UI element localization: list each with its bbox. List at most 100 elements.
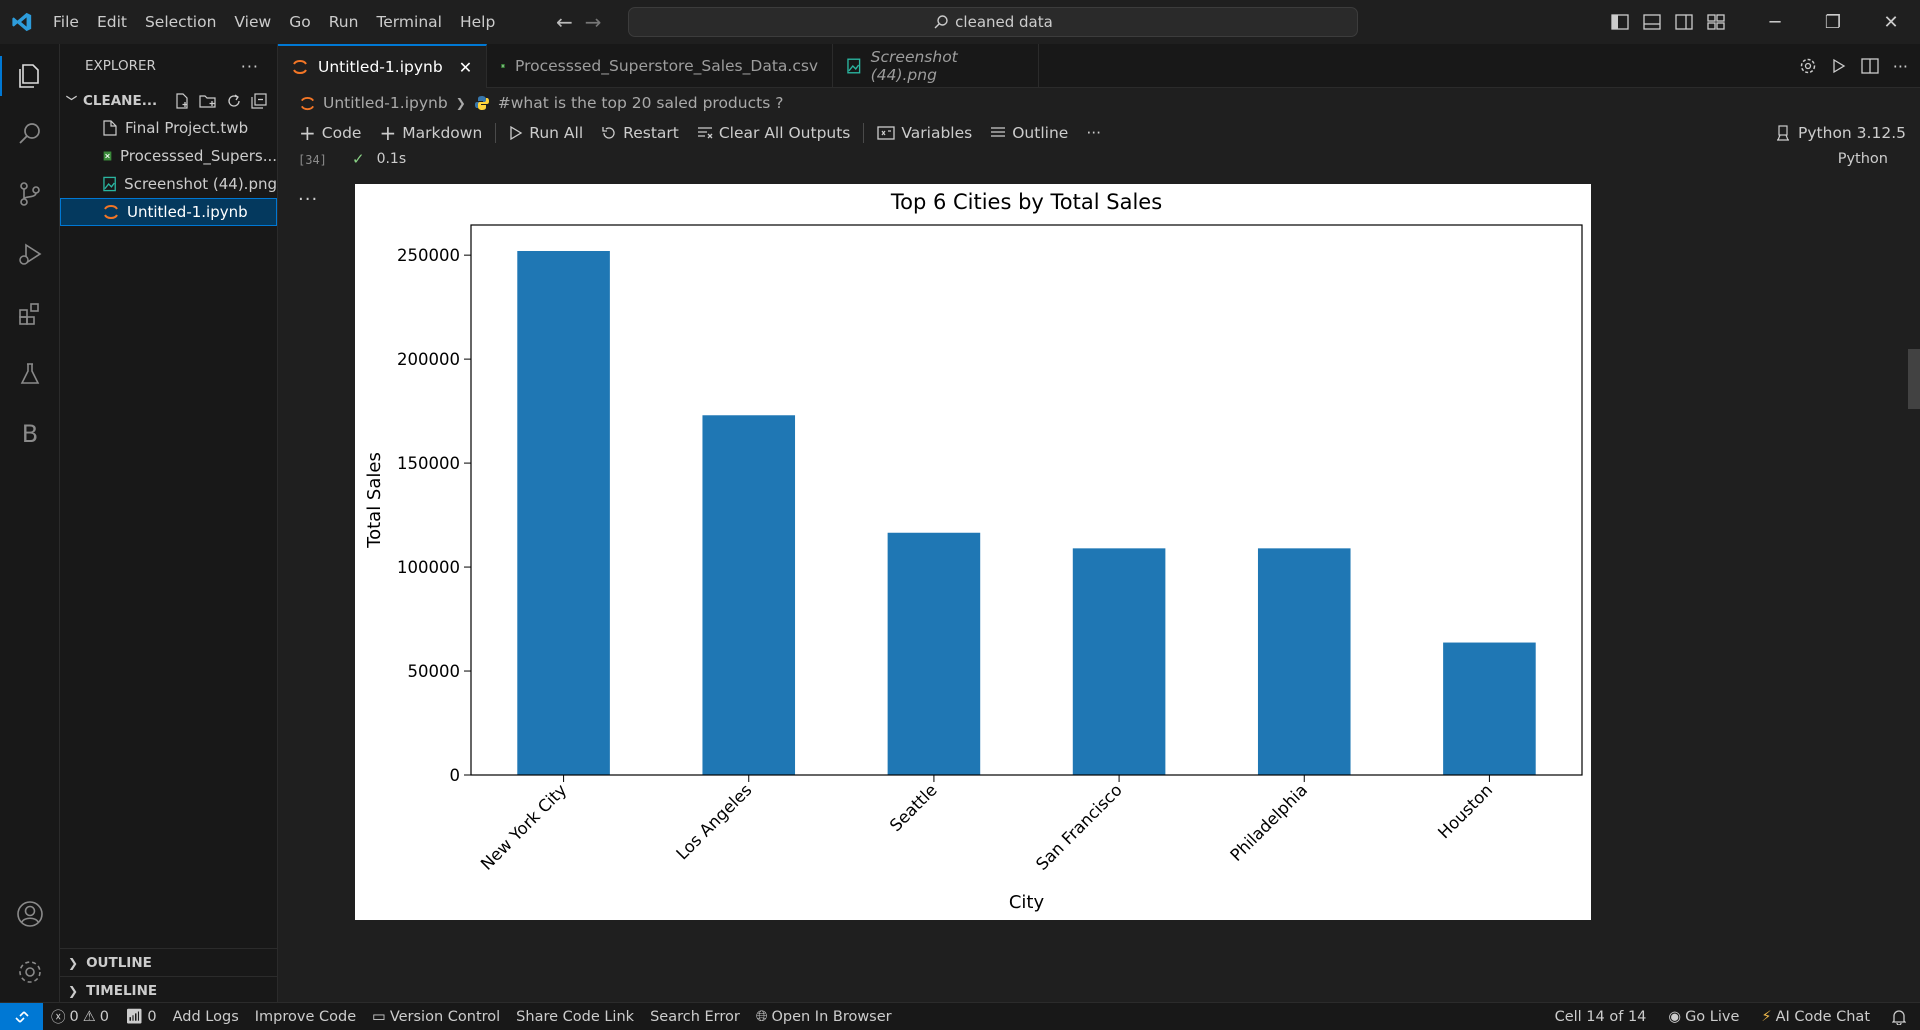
file-item-screenshot[interactable]: Screenshot (44).png bbox=[60, 170, 277, 198]
version-control-button[interactable]: ▭ Version Control bbox=[364, 1003, 508, 1030]
outline-section[interactable]: ❯ OUTLINE bbox=[60, 948, 278, 976]
kernel-picker[interactable]: Python 3.12.5 bbox=[1776, 118, 1906, 148]
problems-indicator[interactable]: ⓧ 0 ⚠ 0 bbox=[43, 1003, 117, 1030]
tab-untitled-notebook[interactable]: Untitled-1.ipynb ✕ bbox=[278, 44, 487, 88]
file-item-processed-csv[interactable]: Processsed_Supers... bbox=[60, 142, 277, 170]
chart-output: Top 6 Cities by Total Sales New York City… bbox=[355, 184, 1591, 920]
back-arrow-icon[interactable]: ← bbox=[556, 10, 573, 34]
menu-edit[interactable]: Edit bbox=[88, 0, 136, 44]
menu-go[interactable]: Go bbox=[280, 0, 320, 44]
accounts-icon[interactable] bbox=[0, 886, 60, 942]
command-center-text: cleaned data bbox=[955, 13, 1053, 31]
timeline-section[interactable]: ❯ TIMELINE bbox=[60, 976, 278, 1004]
variables-button[interactable]: Variables bbox=[868, 119, 981, 147]
toolbar-divider bbox=[495, 123, 496, 143]
globe-icon: 🌐︎ bbox=[756, 1009, 768, 1025]
menu-run[interactable]: Run bbox=[320, 0, 368, 44]
split-editor-icon[interactable] bbox=[1861, 58, 1879, 74]
refresh-icon[interactable] bbox=[226, 93, 242, 109]
explorer-more-icon[interactable]: ··· bbox=[241, 57, 259, 76]
remote-window-icon[interactable] bbox=[0, 1003, 43, 1030]
testing-flask-icon[interactable] bbox=[0, 346, 60, 402]
settings-gear-icon[interactable] bbox=[0, 944, 60, 1000]
bar-seattle bbox=[888, 533, 981, 775]
run-debug-icon[interactable] bbox=[0, 226, 60, 282]
vertical-scrollbar[interactable] bbox=[1908, 349, 1920, 409]
minimize-icon[interactable]: ─ bbox=[1746, 0, 1804, 44]
x-tick-label: San Francisco bbox=[1032, 780, 1126, 874]
toggle-secondary-sidebar-icon[interactable] bbox=[1668, 0, 1700, 44]
bar-chart: Top 6 Cities by Total Sales New York City… bbox=[355, 184, 1591, 920]
y-tick-label: 100000 bbox=[397, 558, 460, 577]
menu-selection[interactable]: Selection bbox=[136, 0, 225, 44]
workspace-folder[interactable]: ﹀ CLEANE... bbox=[60, 88, 277, 114]
extensions-icon[interactable] bbox=[0, 286, 60, 342]
y-tick-label: 50000 bbox=[408, 662, 461, 681]
collapse-all-icon[interactable] bbox=[251, 93, 267, 109]
run-icon[interactable] bbox=[1831, 58, 1847, 74]
open-in-browser-button[interactable]: 🌐︎ Open In Browser bbox=[748, 1003, 900, 1030]
notifications-bell-icon[interactable] bbox=[1878, 1003, 1920, 1030]
tab-processed-csv[interactable]: Processsed_Superstore_Sales_Data.csv bbox=[487, 44, 833, 88]
run-all-button[interactable]: Run All bbox=[500, 119, 592, 147]
add-logs-button[interactable]: Add Logs bbox=[165, 1003, 247, 1030]
ports-indicator[interactable]: 📶︎ 0 bbox=[117, 1003, 165, 1030]
outline-button[interactable]: Outline bbox=[981, 119, 1077, 147]
menu-help[interactable]: Help bbox=[451, 0, 504, 44]
menu-terminal[interactable]: Terminal bbox=[367, 0, 451, 44]
explorer-icon[interactable] bbox=[0, 48, 60, 104]
improve-code-button[interactable]: Improve Code bbox=[247, 1003, 364, 1030]
more-actions-icon[interactable]: ··· bbox=[1893, 57, 1908, 76]
x-tick-label: Philadelphia bbox=[1227, 780, 1312, 865]
add-code-cell-button[interactable]: + Code bbox=[290, 119, 370, 147]
output-more-actions[interactable]: ... bbox=[298, 184, 318, 205]
x-tick-label: Los Angeles bbox=[672, 780, 755, 863]
breadcrumb-cell[interactable]: #what is the top 20 saled products ? bbox=[498, 94, 784, 112]
gear-icon[interactable] bbox=[1799, 57, 1817, 75]
customize-layout-icon[interactable] bbox=[1700, 0, 1732, 44]
y-tick-label: 150000 bbox=[397, 454, 460, 473]
title-bar: File Edit Selection View Go Run Terminal… bbox=[0, 0, 1920, 44]
ai-code-chat-button[interactable]: ⚡︎ AI Code Chat bbox=[1747, 1003, 1878, 1030]
cell-position[interactable]: Cell 14 of 14 bbox=[1547, 1003, 1661, 1030]
b-extension-icon[interactable]: B bbox=[0, 406, 60, 462]
file-item-notebook[interactable]: Untitled-1.ipynb bbox=[60, 198, 277, 226]
cell-language[interactable]: Python bbox=[1838, 151, 1888, 167]
y-axis-label: Total Sales bbox=[364, 452, 385, 549]
clear-all-outputs-button[interactable]: Clear All Outputs bbox=[688, 119, 860, 147]
warning-icon: ⚠ bbox=[83, 1009, 96, 1025]
chevron-right-icon: ❯ bbox=[68, 984, 78, 998]
y-tick-label: 200000 bbox=[397, 350, 460, 369]
vscode-logo-icon bbox=[0, 0, 44, 44]
new-folder-icon[interactable] bbox=[199, 93, 217, 109]
lightning-icon: ⚡︎ bbox=[1761, 1009, 1771, 1025]
toggle-panel-icon[interactable] bbox=[1636, 0, 1668, 44]
toggle-primary-sidebar-icon[interactable] bbox=[1604, 0, 1636, 44]
menu-view[interactable]: View bbox=[225, 0, 280, 44]
close-tab-icon[interactable]: ✕ bbox=[459, 58, 472, 77]
breadcrumb-file[interactable]: Untitled-1.ipynb bbox=[323, 94, 448, 112]
add-markdown-cell-button[interactable]: + Markdown bbox=[370, 119, 491, 147]
close-window-icon[interactable]: ✕ bbox=[1862, 0, 1920, 44]
restart-kernel-button[interactable]: Restart bbox=[592, 119, 688, 147]
x-tick-label: Houston bbox=[1434, 780, 1496, 842]
source-control-icon[interactable] bbox=[0, 166, 60, 222]
restore-icon[interactable]: ❐ bbox=[1804, 0, 1862, 44]
file-name: Processsed_Supers... bbox=[120, 147, 277, 165]
file-icon bbox=[103, 120, 117, 136]
menu-file[interactable]: File bbox=[44, 0, 88, 44]
tab-screenshot[interactable]: Screenshot (44).png bbox=[833, 44, 1039, 88]
search-view-icon[interactable] bbox=[0, 106, 60, 162]
explorer-title: EXPLORER bbox=[85, 58, 156, 74]
forward-arrow-icon[interactable]: → bbox=[585, 10, 602, 34]
execution-count: [34] bbox=[298, 153, 327, 167]
workspace-folder-name: CLEANE... bbox=[83, 93, 157, 109]
file-name: Untitled-1.ipynb bbox=[127, 203, 248, 221]
new-file-icon[interactable] bbox=[174, 93, 190, 109]
go-live-button[interactable]: ◉ Go Live bbox=[1660, 1003, 1747, 1030]
command-center-search[interactable]: cleaned data bbox=[628, 7, 1358, 37]
search-error-button[interactable]: Search Error bbox=[642, 1003, 748, 1030]
toolbar-more-button[interactable]: ··· bbox=[1077, 119, 1110, 147]
share-code-link-button[interactable]: Share Code Link bbox=[508, 1003, 642, 1030]
file-item-final-project[interactable]: Final Project.twb bbox=[60, 114, 277, 142]
